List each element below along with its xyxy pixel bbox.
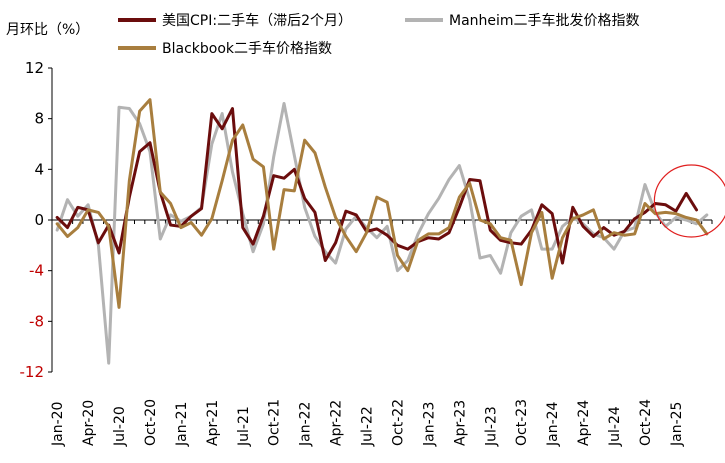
x-tick-label: Jan-21 xyxy=(174,402,190,447)
series-line-2 xyxy=(55,98,709,309)
legend-label-1: Manheim二手车批发价格指数 xyxy=(449,12,640,29)
y-tick-label: -4 xyxy=(29,262,44,280)
x-tick-label: Oct-20 xyxy=(143,399,159,446)
axes xyxy=(48,67,713,373)
x-tick-label: Jan-20 xyxy=(50,402,66,447)
y-axis: 12 8 4 0 -4 -8 -12 xyxy=(20,59,45,381)
highlight-ellipse xyxy=(653,164,725,238)
legend: 美国CPI:二手车（滞后2个月） Manheim二手车批发价格指数 Blackboo… xyxy=(118,12,640,57)
x-axis: Jan-20 Apr-20 Jul-20 Oct-20 Jan-21 Apr-21 Jul-… xyxy=(50,399,685,447)
x-tick-label: Apr-21 xyxy=(205,400,221,446)
y-tick-label: -12 xyxy=(20,363,45,381)
y-tick-label: 8 xyxy=(34,110,44,128)
x-tick-label: Apr-20 xyxy=(81,400,97,446)
annotation xyxy=(653,164,725,238)
x-tick-label: Jan-22 xyxy=(298,402,314,447)
x-tick-label: Oct-21 xyxy=(267,399,283,446)
x-tick-label: Jul-23 xyxy=(483,406,499,447)
series-line-0 xyxy=(55,107,699,265)
y-tick-label: 4 xyxy=(34,160,44,178)
x-tick-label: Apr-24 xyxy=(576,400,592,446)
x-tick-label: Apr-22 xyxy=(329,400,345,446)
x-tick-label: Jul-21 xyxy=(236,406,252,447)
y-tick-label: -8 xyxy=(29,312,44,330)
x-tick-label: Jul-22 xyxy=(360,406,376,447)
y-tick-label: 0 xyxy=(34,211,44,229)
x-tick-label: Jan-24 xyxy=(545,401,561,447)
x-tick-label: Apr-23 xyxy=(452,400,468,446)
series-lines xyxy=(55,98,709,365)
y-tick-label: 12 xyxy=(25,59,44,77)
x-tick-label: Jul-24 xyxy=(607,406,623,447)
x-tick-label: Oct-22 xyxy=(390,399,406,446)
x-tick-label: Jul-20 xyxy=(112,406,128,447)
x-tick-label: Jan-25 xyxy=(669,402,685,447)
x-tick-label: Jan-23 xyxy=(421,402,437,447)
legend-label-2: Blackbook二手车价格指数 xyxy=(162,40,332,57)
x-tick-label: Oct-24 xyxy=(638,399,654,446)
legend-label-0: 美国CPI:二手车（滞后2个月） xyxy=(162,12,352,29)
y-axis-unit-label: 月环比（%） xyxy=(6,22,89,38)
x-tick-label: Oct-23 xyxy=(514,399,530,446)
